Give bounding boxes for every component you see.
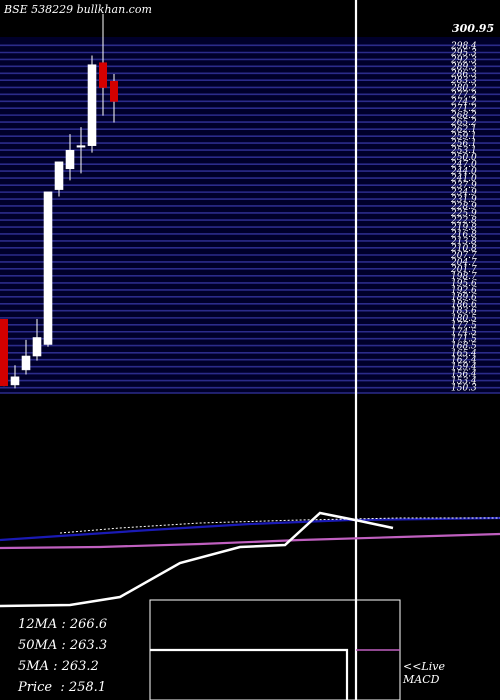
ma50-line bbox=[0, 516, 500, 542]
candle-up bbox=[76, 145, 86, 148]
y-tick-label: 234.9 bbox=[450, 188, 477, 198]
y-tick-label: 153.4 bbox=[451, 377, 477, 387]
y-tick-label: 268.2 bbox=[450, 111, 477, 121]
y-tick-label: 283.3 bbox=[450, 76, 477, 86]
y-tick-label: 259.1 bbox=[450, 132, 477, 142]
candle-down bbox=[99, 62, 107, 88]
y-tick-label: 207.7 bbox=[450, 251, 477, 261]
y-tick-label: 222.8 bbox=[450, 216, 477, 226]
y-tick-label: 237.9 bbox=[450, 181, 477, 191]
y-tick-label: 241.0 bbox=[450, 174, 477, 184]
candle-up bbox=[87, 64, 97, 146]
y-tick-label: 295.3 bbox=[450, 48, 477, 58]
y-tick-label: 256.1 bbox=[450, 139, 477, 149]
y-tick-label: 244.0 bbox=[450, 167, 477, 177]
y-tick-label: 180.5 bbox=[451, 314, 477, 324]
y-tick-label: 216.8 bbox=[450, 230, 477, 240]
price-panel-bg bbox=[0, 37, 500, 393]
y-tick-label: 231.9 bbox=[450, 195, 477, 205]
price-line bbox=[0, 511, 394, 608]
y-tick-label: 228.9 bbox=[450, 202, 477, 212]
y-tick-label: 168.5 bbox=[451, 342, 477, 352]
candle-up bbox=[10, 376, 20, 386]
y-tick-label: 219.8 bbox=[450, 223, 477, 233]
y-top-label: 300.95 bbox=[452, 22, 494, 35]
y-tick-label: 177.5 bbox=[451, 321, 477, 331]
y-tick-label: 289.3 bbox=[450, 62, 477, 72]
y-tick-label: 210.8 bbox=[450, 244, 477, 254]
macd-line bbox=[150, 648, 349, 700]
y-tick-label: 277.2 bbox=[450, 90, 477, 100]
y-tick-label: 159.4 bbox=[451, 363, 477, 373]
ma12-line bbox=[59, 517, 500, 534]
y-tick-label: 189.6 bbox=[451, 293, 477, 303]
y-tick-label: 171.5 bbox=[451, 335, 477, 345]
y-tick-label: 286.3 bbox=[450, 69, 477, 79]
y-tick-label: 298.4 bbox=[450, 41, 477, 51]
y-tick-label: 250.0 bbox=[450, 153, 477, 163]
candle-down bbox=[110, 80, 118, 102]
y-tick-label: 225.9 bbox=[450, 209, 477, 219]
legend-ma12: 12MA : 266.6 bbox=[18, 617, 108, 632]
y-tick-label: 247.0 bbox=[450, 160, 477, 170]
candle-up bbox=[54, 161, 64, 190]
y-tick-label: 162.4 bbox=[451, 356, 477, 366]
y-tick-label: 204.7 bbox=[450, 258, 477, 268]
legend-ma5: 5MA : 263.2 bbox=[18, 659, 99, 674]
y-tick-label: 274.2 bbox=[450, 97, 477, 107]
macd-label-live: <<Live bbox=[403, 660, 445, 673]
ma-legend: 12MA : 266.6 50MA : 263.3 5MA : 263.2 Pr… bbox=[18, 614, 107, 698]
y-tick-label: 183.6 bbox=[451, 307, 477, 317]
y-tick-label: 195.6 bbox=[451, 279, 477, 289]
ma5-line bbox=[0, 532, 500, 550]
candle-up bbox=[32, 337, 42, 357]
y-tick-label: 271.2 bbox=[450, 104, 477, 114]
macd-label-macd: MACD bbox=[403, 673, 440, 686]
y-tick-label: 198.7 bbox=[451, 272, 477, 282]
y-tick-label: 213.8 bbox=[450, 237, 477, 247]
source-label: BSE 538229 bullkhan.com bbox=[4, 3, 152, 16]
macd-label[interactable]: <<Live MACD bbox=[403, 660, 445, 686]
y-tick-label: 262.1 bbox=[450, 125, 477, 135]
candle-up bbox=[21, 355, 31, 371]
y-tick-label: 192.6 bbox=[451, 286, 477, 296]
y-tick-label: 201.7 bbox=[450, 265, 477, 275]
candle-down bbox=[0, 319, 8, 387]
y-tick-label: 186.6 bbox=[451, 300, 477, 310]
y-tick-label: 156.4 bbox=[451, 370, 477, 380]
y-tick-label: 150.3 bbox=[451, 384, 477, 394]
y-tick-label: 280.2 bbox=[450, 83, 477, 93]
y-tick-label: 265.2 bbox=[450, 118, 477, 128]
y-tick-label: 174.5 bbox=[451, 328, 477, 338]
candle-up bbox=[65, 149, 75, 170]
candle-up bbox=[43, 191, 53, 345]
y-tick-label: 165.4 bbox=[451, 349, 477, 359]
y-tick-label: 253.1 bbox=[450, 146, 477, 156]
legend-price: Price : 258.1 bbox=[18, 680, 107, 695]
y-tick-label: 292.3 bbox=[450, 55, 477, 65]
legend-ma50: 50MA : 263.3 bbox=[18, 638, 108, 653]
